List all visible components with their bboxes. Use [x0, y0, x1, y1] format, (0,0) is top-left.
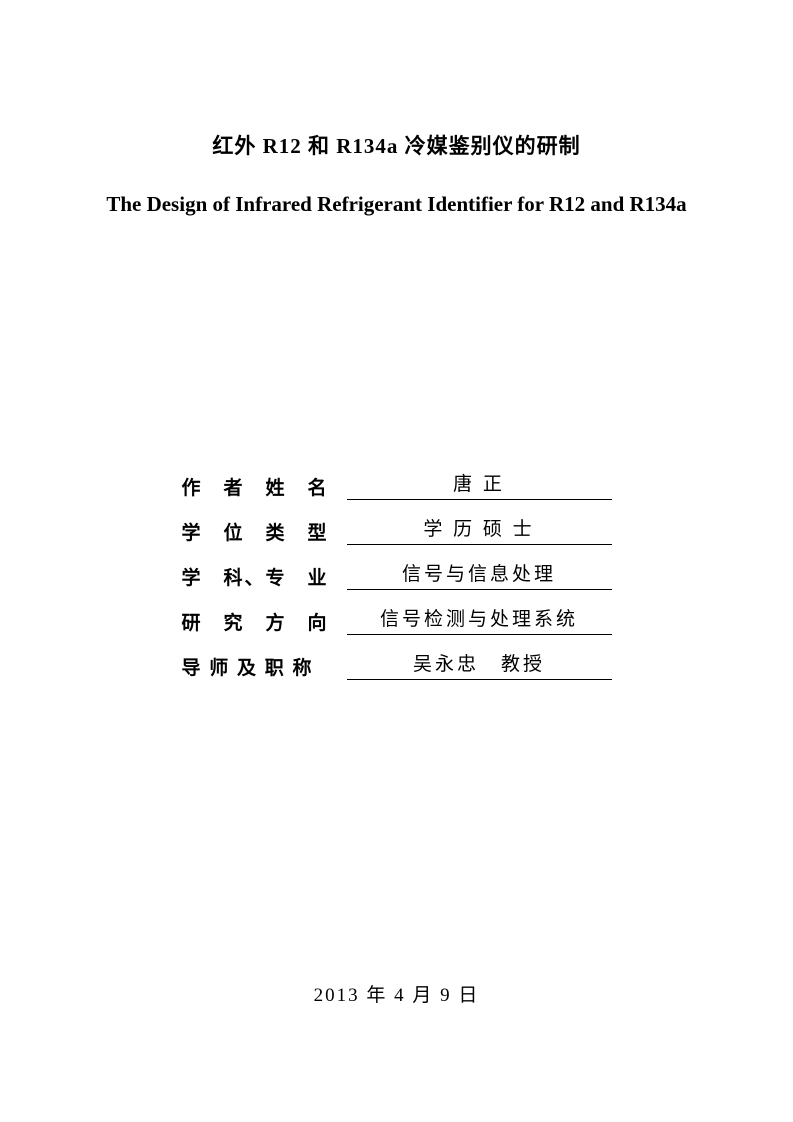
info-row: 导 师 及 职 称 吴永忠 教授	[182, 649, 612, 680]
title-chinese: 红外 R12 和 R134a 冷媒鉴别仪的研制	[90, 130, 703, 160]
info-row: 作 者 姓 名 唐 正	[182, 469, 612, 500]
date-line: 2013 年 4 月 9 日	[0, 980, 793, 1007]
title-english: The Design of Infrared Refrigerant Ident…	[90, 190, 703, 219]
info-value-degree: 学 历 硕 士	[347, 514, 612, 545]
info-label-major: 学 科、专 业	[182, 563, 347, 590]
info-value-direction: 信号检测与处理系统	[347, 604, 612, 635]
info-label-direction: 研 究 方 向	[182, 608, 347, 635]
info-label-author: 作 者 姓 名	[182, 473, 347, 500]
info-label-advisor: 导 师 及 职 称	[182, 653, 347, 680]
info-value-major: 信号与信息处理	[347, 559, 612, 590]
info-label-degree: 学 位 类 型	[182, 518, 347, 545]
info-value-advisor: 吴永忠 教授	[347, 649, 612, 680]
info-row: 研 究 方 向 信号检测与处理系统	[182, 604, 612, 635]
info-row: 学 位 类 型 学 历 硕 士	[182, 514, 612, 545]
info-block: 作 者 姓 名 唐 正 学 位 类 型 学 历 硕 士 学 科、专 业 信号与信…	[182, 469, 612, 680]
info-value-author: 唐 正	[347, 469, 612, 500]
info-row: 学 科、专 业 信号与信息处理	[182, 559, 612, 590]
